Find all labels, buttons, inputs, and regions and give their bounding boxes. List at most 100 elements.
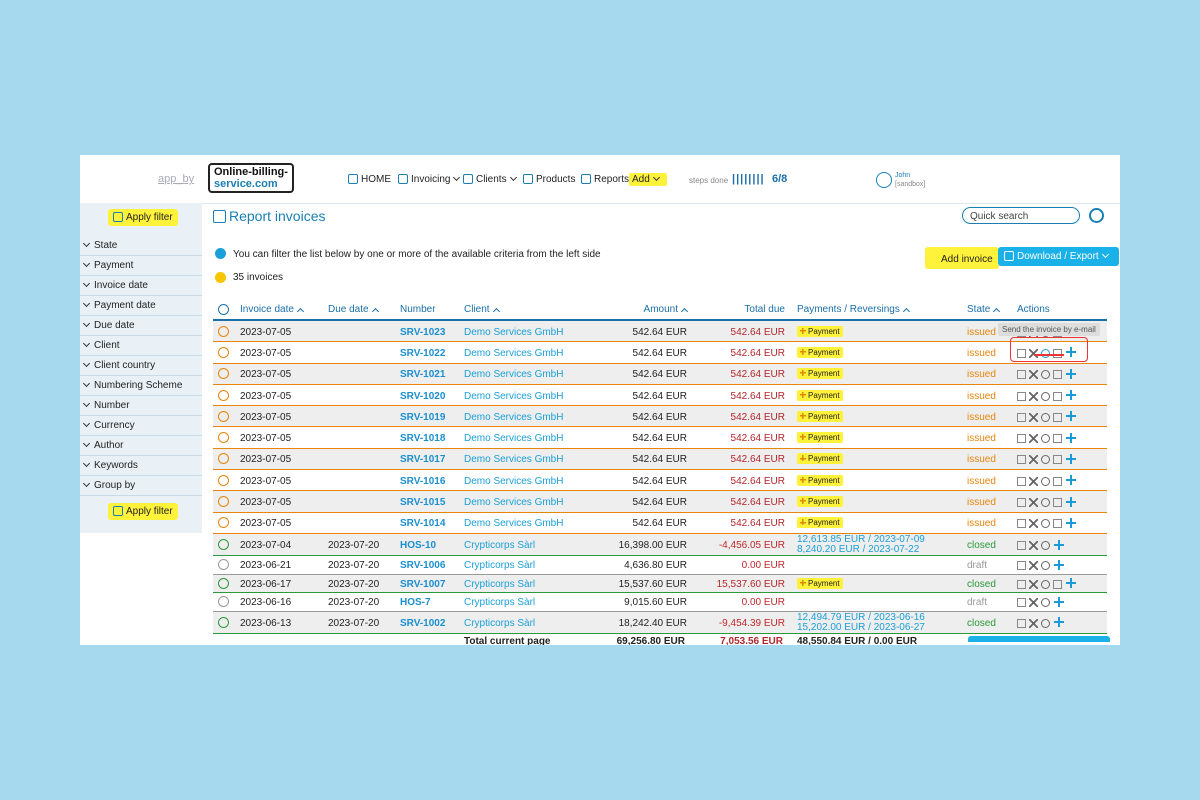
payment-line[interactable]: 12,613.85 EUR / 2023-07-09 [797,534,925,545]
action-add[interactable] [1065,577,1076,589]
number[interactable]: SRV-1023 [400,326,446,338]
client[interactable]: Crypticorps Sàrl [464,597,536,609]
number[interactable]: SRV-1020 [400,390,446,402]
apply-filter[interactable]: Apply filter [108,209,178,226]
action-edit[interactable] [1017,412,1026,422]
table-row[interactable]: 2023-07-05 SRV-1020 Demo Services GmbH 542.… [213,384,1107,407]
number[interactable]: SRV-1002 [400,617,446,629]
payment-button[interactable]: Payment [797,368,843,380]
filter[interactable]: Payment [80,256,202,276]
table-row[interactable]: 2023-07-05 SRV-1023 Demo Services GmbH 542.… [213,321,1107,343]
number[interactable]: SRV-1017 [400,454,446,466]
action-add[interactable] [1053,616,1064,628]
action-email[interactable] [1041,618,1050,628]
row-select[interactable] [218,596,229,608]
filter[interactable]: Group by [80,476,202,496]
action-delete[interactable] [1029,391,1038,401]
table-row[interactable]: 2023-07-05 SRV-1018 Demo Services GmbH 542.… [213,427,1107,449]
row-select[interactable] [218,346,229,358]
filter[interactable]: State [80,236,202,256]
action-edit[interactable] [1017,434,1026,444]
nav-item[interactable]: Products [520,173,578,186]
column-header[interactable]: Payments / Reversings [797,304,910,316]
payment-line[interactable]: 15,202.00 EUR / 2023-06-27 [797,621,925,633]
row-select[interactable] [218,389,229,401]
filter[interactable]: Keywords [80,456,202,476]
action-delete[interactable] [1029,519,1038,529]
row-select[interactable] [218,410,229,422]
action-print[interactable] [1053,434,1062,444]
action-add[interactable] [1065,432,1076,444]
table-row[interactable]: 2023-07-05 SRV-1017 Demo Services GmbH 542.… [213,448,1107,471]
table-row[interactable]: 2023-07-05 SRV-1019 Demo Services GmbH 542.… [213,406,1107,428]
client[interactable]: Demo Services GmbH [464,518,564,530]
row-select[interactable] [218,616,229,628]
action-delete[interactable] [1029,498,1038,508]
client[interactable]: Demo Services GmbH [464,433,564,445]
filter[interactable]: Client [80,336,202,356]
column-header[interactable]: State [967,304,1001,316]
row-select[interactable] [218,453,229,465]
number[interactable]: SRV-1018 [400,433,446,445]
payment-button[interactable]: Payment [797,453,843,465]
number[interactable]: SRV-1019 [400,411,446,423]
table-row[interactable]: 2023-07-05 SRV-1022 Demo Services GmbH 542.… [213,342,1107,364]
row-select[interactable] [218,559,229,571]
action-add[interactable] [1065,346,1076,358]
nav-item[interactable]: Clients [460,173,524,186]
client[interactable]: Demo Services GmbH [464,390,564,402]
action-email[interactable] [1041,598,1050,608]
action-print[interactable] [1053,519,1062,529]
action-email[interactable] [1041,498,1050,508]
column-header[interactable]: Invoice date [240,304,304,316]
action-add[interactable] [1065,517,1076,529]
action-print[interactable] [1053,370,1062,380]
action-email[interactable] [1041,370,1050,380]
nav-item[interactable]: Reports [578,173,632,186]
action-email[interactable] [1041,348,1050,358]
payment-button[interactable]: Payment [797,389,843,401]
action-delete[interactable] [1029,348,1038,358]
row-select[interactable] [218,496,229,508]
action-email[interactable] [1041,455,1050,465]
action-add[interactable] [1065,453,1076,465]
action-email[interactable] [1041,579,1050,589]
filter[interactable]: Number [80,396,202,416]
action-edit[interactable] [1017,541,1026,550]
number[interactable]: SRV-1022 [400,347,446,359]
action-delete[interactable] [1029,561,1038,571]
action-delete[interactable] [1029,412,1038,422]
action-delete[interactable] [1029,541,1038,550]
client[interactable]: Demo Services GmbH [464,497,564,509]
action-delete[interactable] [1029,476,1038,486]
payment-button[interactable]: Payment [797,346,843,358]
nav-item[interactable]: HOME [345,173,394,186]
payment-button[interactable]: Payment [797,432,843,444]
action-print[interactable] [1053,579,1062,589]
column-header[interactable]: Amount [644,304,689,316]
action-edit[interactable] [1017,370,1026,380]
action-email[interactable] [1041,391,1050,401]
action-delete[interactable] [1029,455,1038,465]
action-delete[interactable] [1029,370,1038,380]
action-add[interactable] [1065,368,1076,380]
action-add[interactable] [1053,559,1064,571]
action-edit[interactable] [1017,561,1026,571]
action-edit[interactable] [1017,579,1026,589]
number[interactable]: SRV-1006 [400,560,446,572]
filter[interactable]: Client country [80,356,202,376]
table-row[interactable]: 2023-06-13 2023-07-20 SRV-1002 Crypticorps … [213,611,1107,634]
action-edit[interactable] [1017,455,1026,465]
row-select[interactable] [218,474,229,486]
client[interactable]: Demo Services GmbH [464,369,564,381]
filter[interactable]: Due date [80,316,202,336]
action-add[interactable] [1065,410,1076,422]
action-email[interactable] [1041,561,1050,571]
number[interactable]: HOS-7 [400,597,431,609]
client[interactable]: Demo Services GmbH [464,454,564,466]
action-add[interactable] [1065,496,1076,508]
action-edit[interactable] [1017,476,1026,486]
table-row[interactable]: 2023-06-16 2023-07-20 HOS-7 Crypticorps Sàr… [213,593,1107,612]
column-header[interactable]: Due date [328,304,379,316]
column-header[interactable]: Client [464,304,500,316]
